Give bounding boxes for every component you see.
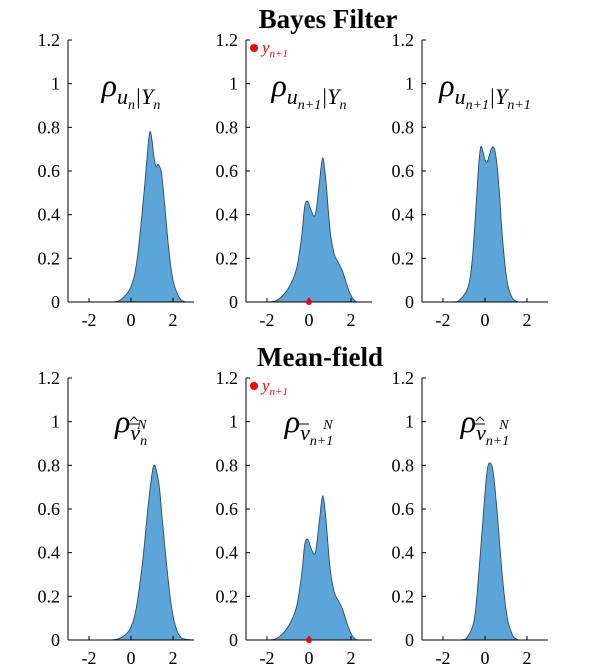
y-tick-label: 0.6 xyxy=(216,161,239,181)
y-tick-label: 0.2 xyxy=(216,248,239,268)
density-area xyxy=(68,465,194,640)
legend-label: yn+1 xyxy=(260,376,288,398)
panel-title: ρun|Yn xyxy=(101,67,161,113)
y-tick-label: 0.8 xyxy=(392,455,415,475)
y-tick-label: 1.2 xyxy=(38,30,61,50)
x-tick-label: 0 xyxy=(481,310,490,330)
y-tick-label: 1 xyxy=(405,74,414,94)
y-tick-label: 0.6 xyxy=(38,499,61,519)
y-tick-label: 0.4 xyxy=(38,543,61,563)
panel-title: ρvn+1N xyxy=(460,403,510,449)
x-tick-label: 0 xyxy=(481,648,490,668)
density-curve xyxy=(421,462,548,641)
chart-panel-3: 0 0.2 0.4 0.6 0.8 1 1.2 -2 0 2 ρun+1|Yn+1 xyxy=(392,30,548,330)
y-tick-label: 0 xyxy=(51,292,60,312)
y-tick-label: 1.2 xyxy=(392,30,415,50)
y-tick-label: 0.8 xyxy=(392,117,415,137)
y-tick-label: 0.4 xyxy=(392,543,415,563)
density-area xyxy=(246,495,372,640)
y-tick-label: 0.4 xyxy=(216,543,239,563)
x-tick-label: 0 xyxy=(127,310,136,330)
x-tick-label: 2 xyxy=(523,310,532,330)
legend-marker xyxy=(250,382,258,390)
x-tick-label: -2 xyxy=(436,310,451,330)
y-tick-label: 1.2 xyxy=(216,368,239,388)
panel-title: ρvn+1N xyxy=(284,403,334,449)
x-tick-label: -2 xyxy=(260,310,275,330)
density-area xyxy=(246,157,372,302)
x-tick-label: 2 xyxy=(347,310,356,330)
y-tick-label: 1 xyxy=(229,74,238,94)
y-tick-label: 1.2 xyxy=(392,368,415,388)
x-tick-label: 2 xyxy=(347,648,356,668)
observation-point xyxy=(306,637,312,643)
x-tick-label: 2 xyxy=(169,648,178,668)
y-tick-label: 0.2 xyxy=(392,586,415,606)
y-tick-label: 0.2 xyxy=(38,586,61,606)
density-area xyxy=(422,146,548,302)
panel-title: ρun+1|Yn xyxy=(270,67,346,113)
y-tick-label: 0.2 xyxy=(392,248,415,268)
y-tick-label: 1.2 xyxy=(38,368,61,388)
y-tick-label: 1 xyxy=(229,412,238,432)
chart-panel-2: 0 0.2 0.4 0.6 0.8 1 1.2 -2 0 2 ρun+1|Yn yn+1 xyxy=(216,30,372,330)
density-curve xyxy=(422,145,548,303)
x-tick-label: 0 xyxy=(127,648,136,668)
legend-marker xyxy=(250,44,258,52)
y-tick-label: 1.2 xyxy=(216,30,239,50)
density-curve xyxy=(68,131,194,303)
chart-panel-6: 0 0.2 0.4 0.6 0.8 1 1.2 -2 0 2 ρvn+1N xyxy=(392,368,548,668)
legend-label: yn+1 xyxy=(260,38,288,60)
y-tick-label: 0.6 xyxy=(38,161,61,181)
x-tick-label: 0 xyxy=(305,310,314,330)
y-tick-label: 0 xyxy=(51,630,60,650)
y-tick-label: 0.4 xyxy=(392,205,415,225)
row-title-mean-field: Mean-field xyxy=(257,342,383,372)
accent-hat xyxy=(129,416,139,422)
x-tick-label: -2 xyxy=(260,648,275,668)
y-tick-label: 0.4 xyxy=(38,205,61,225)
row-title-bayes-filter: Bayes Filter xyxy=(259,4,398,34)
y-tick-label: 1 xyxy=(405,412,414,432)
chart-panel-4: 0 0.2 0.4 0.6 0.8 1 1.2 -2 0 2 ρvnN xyxy=(38,368,195,668)
density-curve xyxy=(245,495,372,641)
y-tick-label: 0.8 xyxy=(216,455,239,475)
y-tick-label: 0.6 xyxy=(392,499,415,519)
x-tick-label: 2 xyxy=(523,648,532,668)
density-area xyxy=(422,462,548,640)
density-curve xyxy=(67,464,195,641)
x-tick-label: -2 xyxy=(82,310,97,330)
panel-title: ρun+1|Yn+1 xyxy=(438,67,531,113)
y-tick-label: 1 xyxy=(51,412,60,432)
y-tick-label: 0 xyxy=(405,292,414,312)
y-tick-label: 1 xyxy=(51,74,60,94)
y-tick-label: 0 xyxy=(405,630,414,650)
y-tick-label: 0.8 xyxy=(216,117,239,137)
chart-panel-1: 0 0.2 0.4 0.6 0.8 1 1.2 -2 0 2 ρun|Yn xyxy=(38,30,194,330)
y-tick-label: 0.8 xyxy=(38,117,61,137)
accent-hat xyxy=(475,416,485,422)
x-tick-label: 2 xyxy=(169,310,178,330)
y-tick-label: 0.4 xyxy=(216,205,239,225)
panel-title: ρvnN xyxy=(114,403,147,449)
density-curve xyxy=(246,157,372,303)
y-tick-label: 0.2 xyxy=(38,248,61,268)
x-tick-label: -2 xyxy=(82,648,97,668)
x-tick-label: 0 xyxy=(305,648,314,668)
y-tick-label: 0 xyxy=(229,630,238,650)
density-area xyxy=(68,131,194,302)
y-tick-label: 0.8 xyxy=(38,455,61,475)
chart-panel-5: 0 0.2 0.4 0.6 0.8 1 1.2 -2 0 2 ρvn+1N yn+1 xyxy=(216,368,372,668)
observation-point xyxy=(306,299,312,305)
y-tick-label: 0.6 xyxy=(392,161,415,181)
y-tick-label: 0.2 xyxy=(216,586,239,606)
x-tick-label: -2 xyxy=(436,648,451,668)
y-tick-label: 0 xyxy=(229,292,238,312)
y-tick-label: 0.6 xyxy=(216,499,239,519)
